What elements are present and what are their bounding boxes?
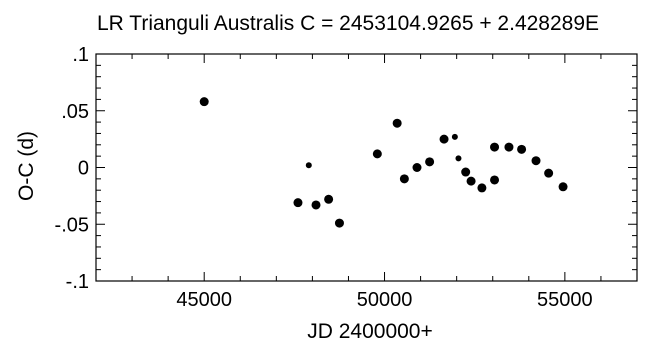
y-axis-label: O-C (d)	[15, 131, 38, 201]
y-tick-label: .05	[61, 101, 89, 123]
data-point	[372, 149, 382, 159]
data-point	[504, 142, 514, 152]
y-tick-label: 0	[78, 158, 89, 180]
y-tick-label: .1	[72, 44, 89, 66]
data-point	[399, 174, 409, 184]
data-point	[451, 133, 458, 140]
data-point	[293, 198, 303, 208]
data-point	[544, 168, 554, 178]
plot-frame	[95, 53, 638, 282]
data-point	[305, 162, 312, 169]
data-point	[517, 144, 527, 154]
y-tick-label: -.05	[55, 214, 89, 236]
data-point	[455, 155, 462, 162]
data-point	[392, 118, 402, 128]
data-point	[324, 194, 334, 204]
x-tick-label: 45000	[176, 289, 232, 311]
data-point	[558, 182, 568, 192]
chart-title: LR Trianguli Australis C = 2453104.9265 …	[97, 12, 599, 35]
axis-tick-labels: 45000 50000 55000 .1 .05 0 -.05 -.1	[55, 44, 593, 311]
x-tick-label: 55000	[537, 289, 593, 311]
y-tick-label: -.1	[66, 271, 89, 293]
data-point	[466, 176, 476, 186]
axis-ticks	[95, 53, 638, 282]
data-points	[199, 97, 568, 228]
data-point	[477, 183, 487, 193]
data-point	[199, 97, 209, 107]
data-point	[311, 200, 321, 210]
data-point	[439, 134, 449, 144]
data-point	[334, 218, 344, 228]
data-point	[461, 167, 471, 177]
x-axis-label: JD 2400000+	[307, 320, 433, 343]
data-point	[490, 175, 500, 185]
data-point	[490, 142, 500, 152]
x-tick-label: 50000	[357, 289, 413, 311]
data-point	[412, 163, 422, 172]
data-point	[531, 156, 541, 166]
data-point	[425, 157, 435, 167]
